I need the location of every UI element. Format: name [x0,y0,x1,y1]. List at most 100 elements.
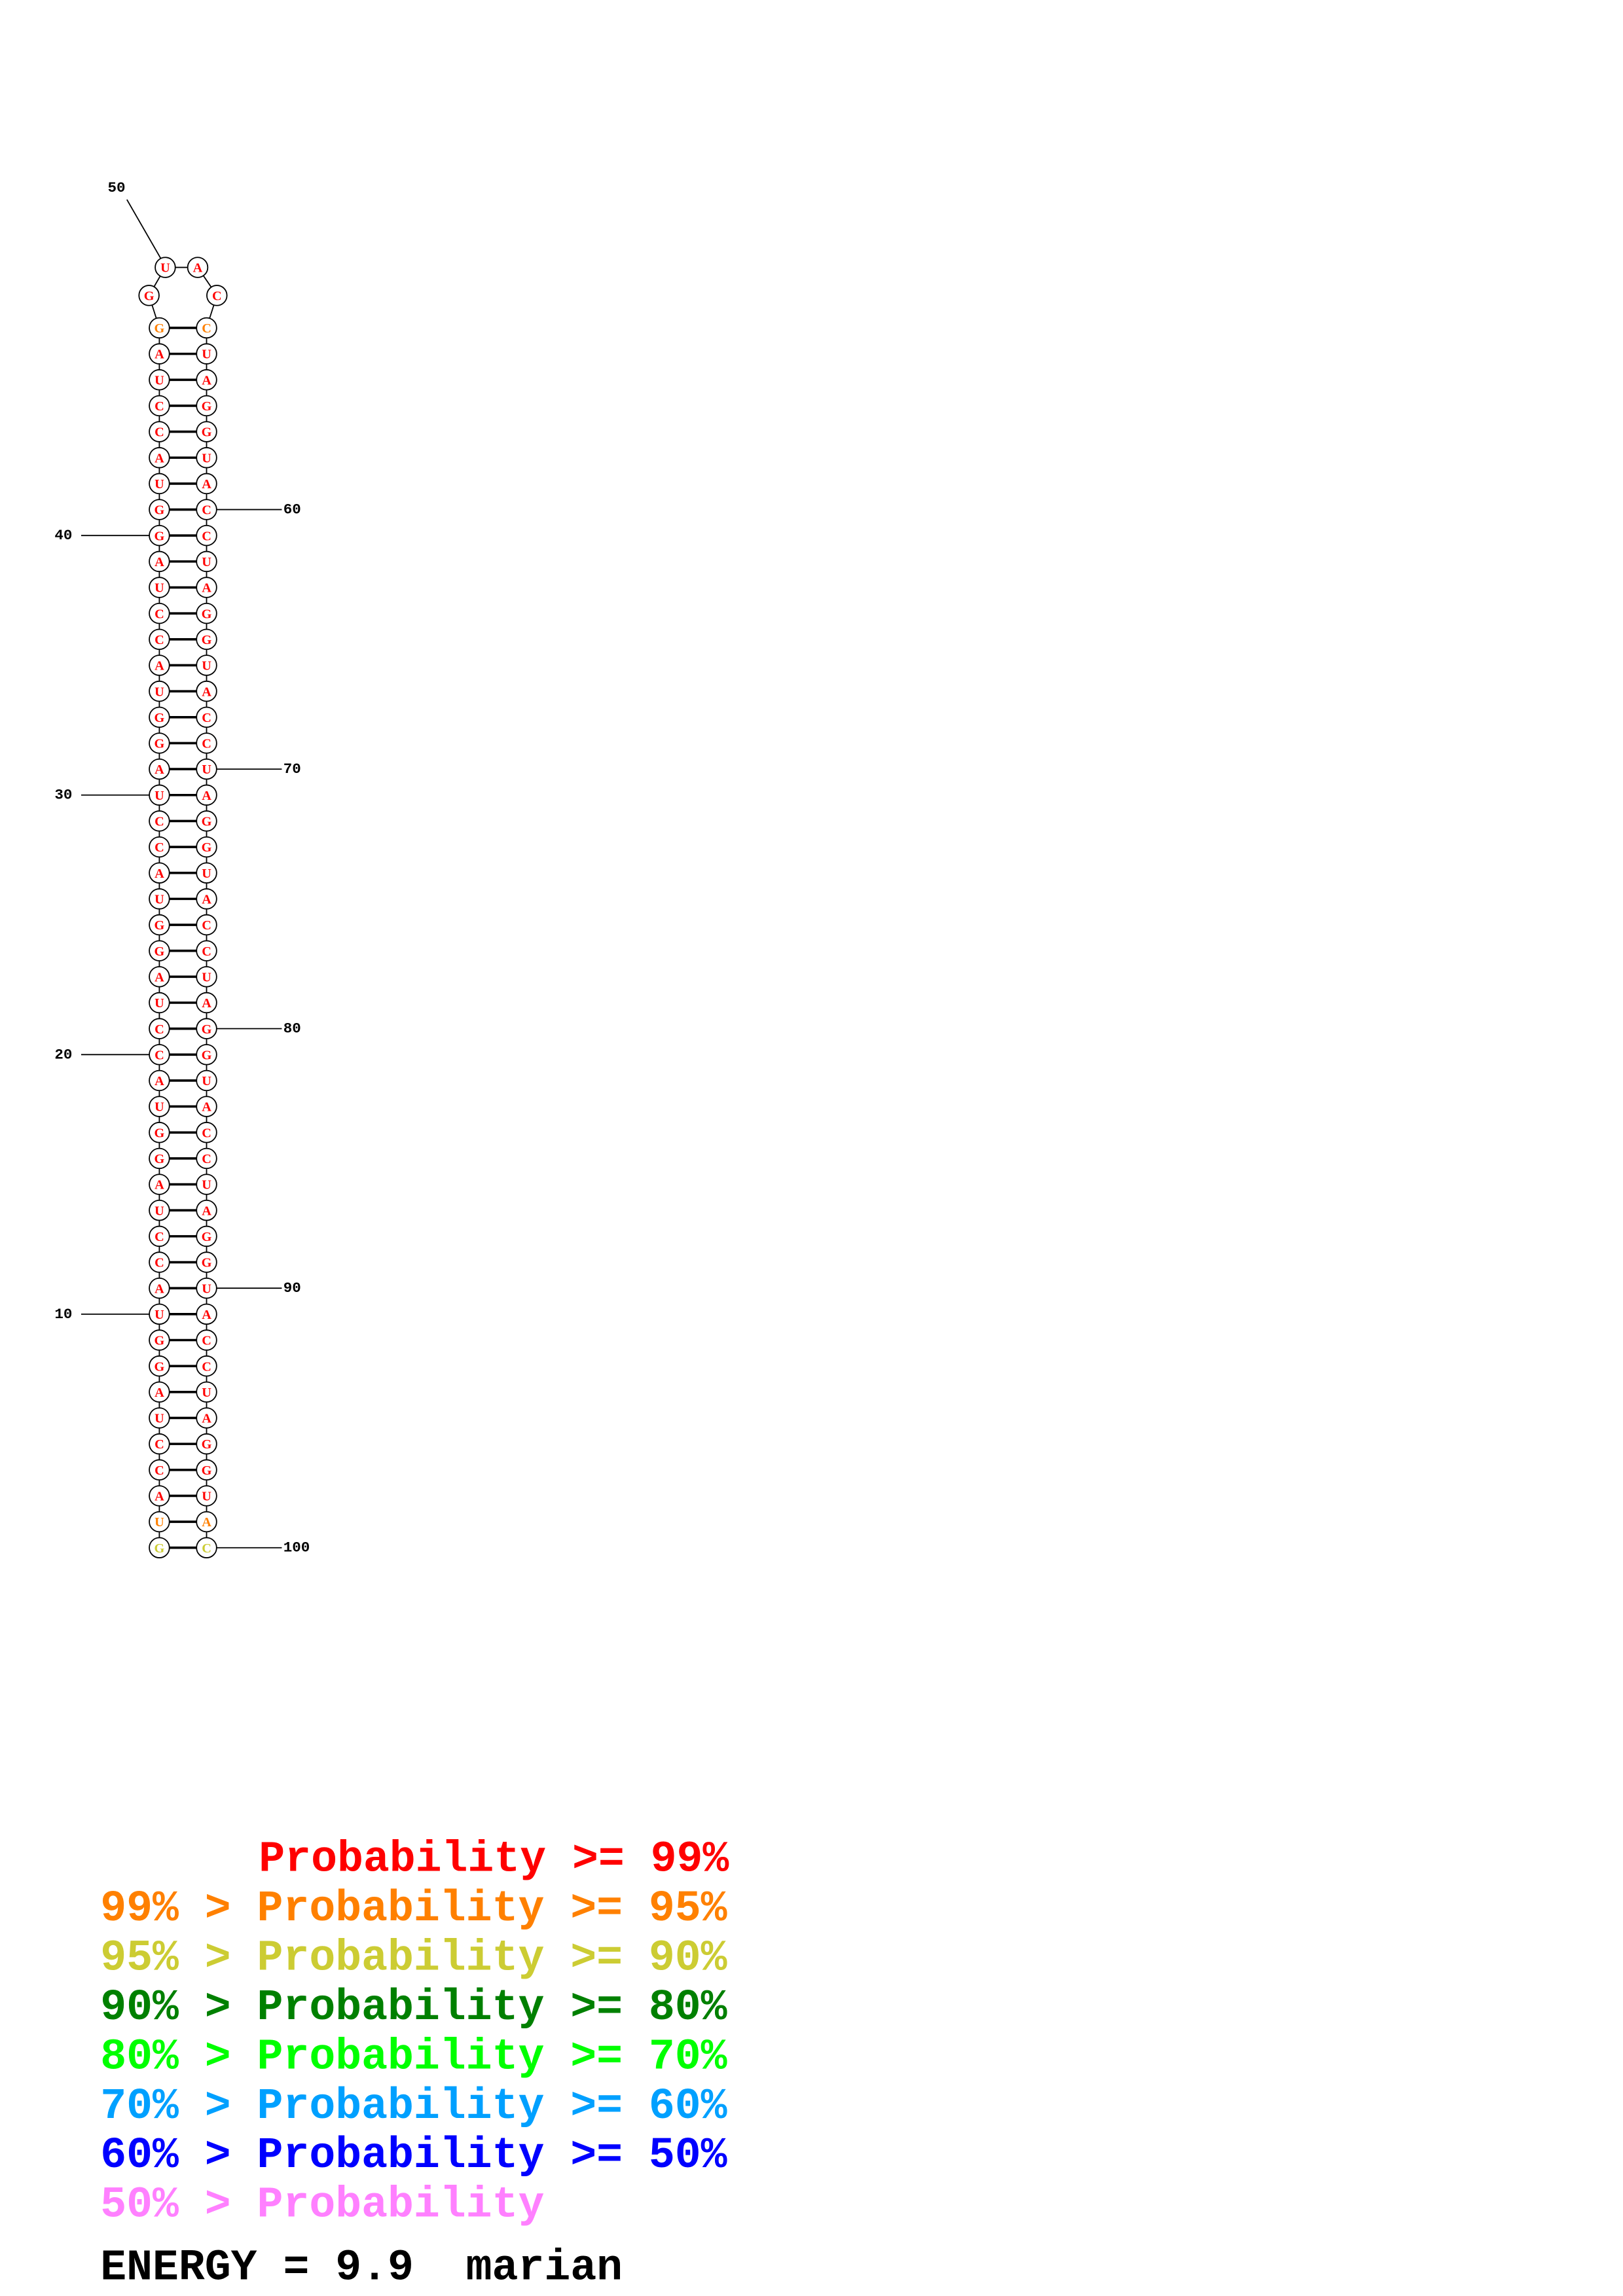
legend-item: 95% > Probability >= 90% [100,1933,727,1982]
nucleotide-base: G [202,815,212,829]
nucleotide-base: C [202,1359,211,1374]
nucleotide-base: A [202,1412,211,1426]
nucleotide-base: A [193,261,203,276]
nucleotide-base: U [160,261,170,276]
nucleotide-circle [196,888,217,910]
position-label: 20 [54,1046,72,1063]
position-label: 40 [54,527,72,544]
nucleotide-circle [196,577,217,598]
position-tick [126,199,162,259]
nucleotide-base: A [202,1515,211,1530]
nucleotide-circle [196,992,217,1014]
nucleotide-base: A [155,348,164,362]
nucleotide-circle [149,706,170,728]
nucleotide-base: A [155,762,164,777]
nucleotide-base: U [202,451,211,465]
legend-item: 90% > Probability >= 80% [100,1983,727,2032]
nucleotide-base: G [155,503,165,518]
nucleotide-base: U [155,996,164,1011]
nucleotide-base: A [155,555,164,569]
nucleotide-base: C [155,633,164,647]
nucleotide-circle [149,914,170,936]
nucleotide-base: C [202,1126,211,1140]
backbone [148,266,218,1548]
nucleotide-circle [196,810,217,832]
nucleotide-circle [196,836,217,858]
nucleotide-base: A [155,451,164,465]
nucleotide-circle [196,1485,217,1507]
nucleotide-circle [196,1433,217,1455]
nucleotide-base: A [155,867,164,881]
nucleotide-circle [149,369,170,391]
nucleotide-circle [196,784,217,806]
nucleotide-base: A [155,1386,164,1400]
nucleotide-base: C [202,918,211,933]
nucleotide-base: G [202,607,212,621]
nucleotide-base: U [155,685,164,699]
nucleotide-circle [149,810,170,832]
nucleotide-base: A [155,659,164,673]
nucleotide-circle [196,1147,217,1170]
nucleotide-base: U [155,893,164,907]
nucleotide-base: U [202,970,211,984]
nucleotide-circle [196,914,217,936]
nucleotide-base: G [155,1152,165,1166]
nucleotide-base: C [202,944,211,959]
nucleotide-circle [149,1069,170,1092]
nucleotide-base: G [202,1463,212,1478]
nucleotide-circle [196,1459,217,1480]
nucleotide-circle [196,602,217,624]
nucleotide-base: C [155,1463,164,1478]
nucleotide-circle [149,1303,170,1325]
legend-item: 99% > Probability >= 95% [100,1884,727,1933]
nucleotide-circle [196,732,217,754]
nucleotide-base: C [155,399,164,414]
position-label: 80 [283,1020,301,1037]
nucleotide-base: C [202,1152,211,1166]
nucleotide-base: G [202,840,212,855]
nucleotide-circle [196,655,217,676]
nucleotide-base: A [155,1178,164,1193]
nucleotide-base: U [202,555,211,569]
nucleotide-circle [149,550,170,573]
nucleotide-circle [196,1174,217,1195]
nucleotide-circle [149,888,170,910]
nucleotide-circle [149,1200,170,1221]
nucleotide-circle [149,1225,170,1247]
nucleotide-base: U [202,1386,211,1400]
legend-item: Probability >= 99% [259,1835,729,1884]
nucleotide-base: U [202,1178,211,1193]
nucleotide-base: U [202,348,211,362]
nucleotide-base: A [202,1204,211,1218]
nucleotide-base: C [155,840,164,855]
nucleotide-circle [149,1174,170,1195]
nucleotide-circle [196,369,217,391]
nucleotide-base: C [202,1541,211,1556]
nucleotide-base: G [202,399,212,414]
position-label: 100 [283,1539,310,1556]
nucleotide-base: U [202,1490,211,1504]
nucleotide-base: A [202,996,211,1011]
nucleotide-circle [149,499,170,520]
legend-item: 50% > Probability [100,2181,544,2230]
nucleotide-circle [149,343,170,365]
nucleotide-circle [196,524,217,547]
position-label: 30 [54,787,72,804]
nucleotide-base: U [202,762,211,777]
nucleotide-circle [196,343,217,365]
nucleotide-base: G [155,1334,165,1348]
nucleotide-base: U [155,1100,164,1115]
nucleotide-base: G [202,425,212,440]
nucleotide-circle [138,285,160,306]
nucleotide-base: C [202,737,211,751]
nucleotide-circle [149,1147,170,1170]
position-label: 10 [54,1306,72,1323]
nucleotide-circle [149,421,170,442]
nucleotide-base: C [155,1230,164,1244]
energy-label: ENERGY = 9.9 marian [100,2244,623,2293]
nucleotide-base: C [212,289,222,304]
nucleotide-circle [149,1459,170,1480]
nucleotide-base: C [155,607,164,621]
nucleotide-circle [149,862,170,884]
